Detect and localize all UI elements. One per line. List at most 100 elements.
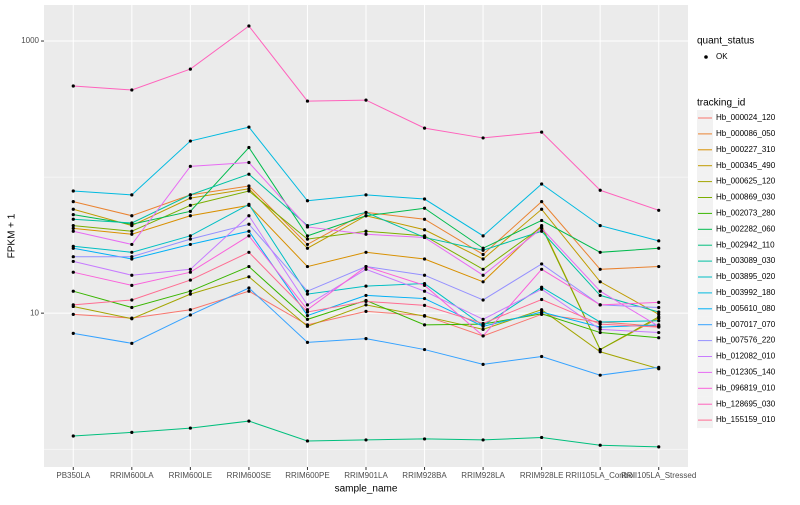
- legend-label: Hb_000024_120: [716, 113, 776, 122]
- point: [481, 257, 485, 261]
- legend-title: tracking_id: [697, 98, 745, 109]
- legend-label: Hb_002942_110: [716, 240, 775, 249]
- point: [247, 286, 251, 290]
- point: [422, 217, 427, 221]
- point: [422, 314, 427, 318]
- point: [188, 308, 192, 312]
- point: [305, 289, 310, 293]
- point: [247, 289, 251, 293]
- legend-label: Hb_000227_310: [716, 145, 776, 154]
- point: [364, 210, 368, 215]
- point: [71, 189, 75, 193]
- point: [71, 207, 75, 211]
- point: [305, 234, 310, 238]
- point: [481, 234, 485, 238]
- point: [540, 182, 544, 186]
- point: [71, 84, 75, 88]
- point: [540, 229, 544, 233]
- point: [247, 234, 251, 238]
- point: [657, 445, 661, 449]
- point: [188, 278, 192, 282]
- point: [481, 362, 485, 367]
- point: [422, 296, 427, 301]
- point: [305, 313, 310, 318]
- point: [598, 267, 602, 271]
- point: [598, 188, 602, 192]
- point: [188, 234, 192, 238]
- legend-label: Hb_005610_080: [716, 304, 776, 313]
- point: [305, 324, 310, 328]
- point: [130, 242, 134, 247]
- point: [247, 222, 251, 226]
- point: [364, 267, 368, 271]
- legend-label: Hb_003089_030: [716, 256, 776, 265]
- point: [247, 145, 251, 150]
- point: [130, 283, 134, 287]
- point: [598, 347, 602, 352]
- point: [71, 229, 75, 233]
- point: [364, 299, 368, 303]
- point: [305, 308, 310, 312]
- point: [657, 319, 661, 323]
- point: [364, 438, 368, 442]
- point: [188, 289, 192, 293]
- point: [540, 435, 544, 440]
- point: [71, 303, 75, 307]
- legend-label: Hb_003895_020: [716, 272, 776, 281]
- x-tick-label: RRII105LA_Stressed: [621, 471, 696, 480]
- point: [598, 289, 602, 293]
- point: [481, 438, 485, 442]
- point: [305, 303, 310, 307]
- x-tick-label: RRIM928LA: [461, 471, 505, 480]
- point: [247, 202, 251, 206]
- point: [71, 259, 75, 264]
- point: [481, 334, 485, 338]
- point: [247, 275, 251, 279]
- x-tick-label: RRIM928BA: [402, 471, 447, 480]
- point: [422, 257, 427, 261]
- point: [188, 267, 192, 271]
- point: [598, 322, 602, 326]
- point: [422, 235, 427, 240]
- point: [305, 246, 310, 250]
- point: [364, 98, 368, 102]
- point: [247, 419, 251, 423]
- point: [188, 193, 192, 197]
- legend-label: Hb_002073_280: [716, 209, 776, 218]
- point: [305, 292, 310, 296]
- point: [657, 305, 661, 310]
- x-tick-label: RRIM600LA: [110, 471, 154, 480]
- point: [481, 136, 485, 140]
- point: [422, 228, 427, 232]
- point: [481, 324, 485, 328]
- point: [540, 207, 544, 211]
- point: [657, 246, 661, 250]
- point: [247, 250, 251, 254]
- point: [130, 430, 134, 434]
- point: [188, 270, 192, 274]
- x-tick-label: RRIM600LE: [169, 471, 213, 480]
- point: [598, 280, 602, 284]
- point: [540, 267, 544, 271]
- point: [130, 221, 134, 225]
- point: [422, 273, 427, 277]
- point: [657, 312, 661, 316]
- point: [71, 331, 75, 335]
- point: [598, 303, 602, 307]
- point: [188, 242, 192, 247]
- point: [657, 325, 661, 329]
- point: [540, 354, 544, 359]
- x-axis-label: sample_name: [335, 484, 398, 495]
- point: [305, 99, 310, 103]
- point: [130, 232, 134, 236]
- point: [305, 237, 310, 241]
- x-tick-label: RRIM600SE: [227, 471, 271, 480]
- point: [598, 350, 602, 354]
- point: [305, 439, 310, 443]
- point: [481, 298, 485, 302]
- point: [657, 239, 661, 243]
- point: [422, 206, 427, 210]
- legend-label: Hb_000345_490: [716, 161, 776, 170]
- point: [364, 232, 368, 236]
